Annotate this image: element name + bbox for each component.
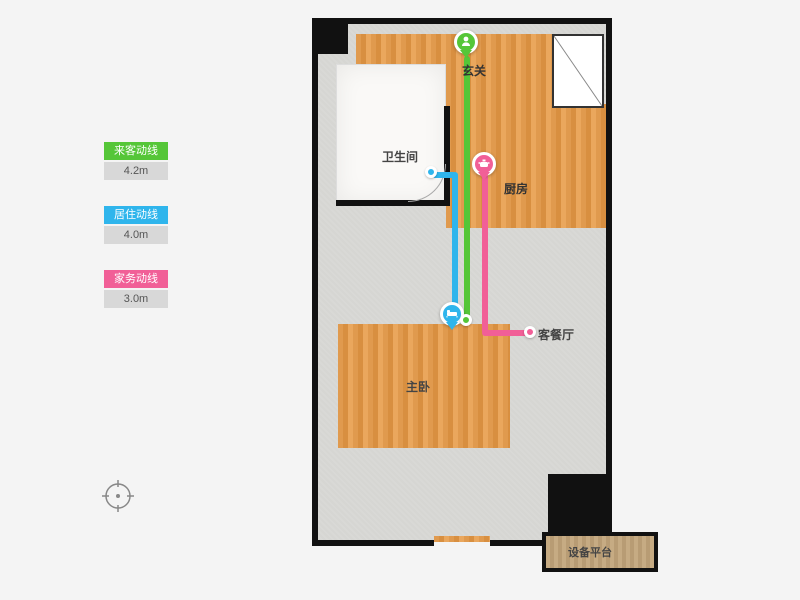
pin-kitchen	[472, 152, 496, 176]
dot-bathroom	[425, 166, 437, 178]
label-equipment: 设备平台	[568, 544, 612, 560]
legend-value-guest: 4.2m	[104, 162, 168, 180]
label-kitchen: 厨房	[504, 180, 528, 197]
pin-entrance	[454, 30, 478, 54]
path-chore-h	[482, 330, 530, 336]
door-threshold	[434, 536, 490, 542]
legend-value-resident: 4.0m	[104, 226, 168, 244]
dot-livingdining	[524, 326, 536, 338]
legend-item-resident: 居住动线 4.0m	[104, 206, 168, 244]
wall-block-bottom	[548, 474, 612, 538]
label-entrance: 玄关	[462, 62, 486, 79]
person-icon	[460, 35, 472, 49]
window-top-right	[552, 34, 604, 108]
floor-kitchen	[446, 104, 606, 228]
dot-guest-end	[460, 314, 472, 326]
legend-value-chore: 3.0m	[104, 290, 168, 308]
label-livingdining: 客餐厅	[538, 326, 574, 343]
legend: 来客动线 4.2m 居住动线 4.0m 家务动线 3.0m	[104, 142, 168, 334]
legend-swatch-chore: 家务动线	[104, 270, 168, 288]
legend-swatch-resident: 居住动线	[104, 206, 168, 224]
label-bathroom: 卫生间	[382, 148, 418, 165]
bed-icon	[446, 307, 458, 321]
legend-item-chore: 家务动线 3.0m	[104, 270, 168, 308]
pot-icon	[478, 157, 490, 171]
path-guest-v	[464, 56, 470, 318]
wall-bath-bottom	[336, 200, 450, 206]
wall-top-left-notch	[318, 24, 348, 54]
wall-bath-right	[444, 106, 450, 202]
path-chore-v	[482, 174, 488, 334]
legend-item-guest: 来客动线 4.2m	[104, 142, 168, 180]
floor-plan: 玄关 卫生间 厨房 客餐厅 主卧 设备平台	[312, 14, 672, 586]
compass-icon	[100, 478, 136, 514]
path-res-v	[452, 172, 458, 320]
legend-swatch-guest: 来客动线	[104, 142, 168, 160]
label-bedroom: 主卧	[406, 378, 430, 395]
